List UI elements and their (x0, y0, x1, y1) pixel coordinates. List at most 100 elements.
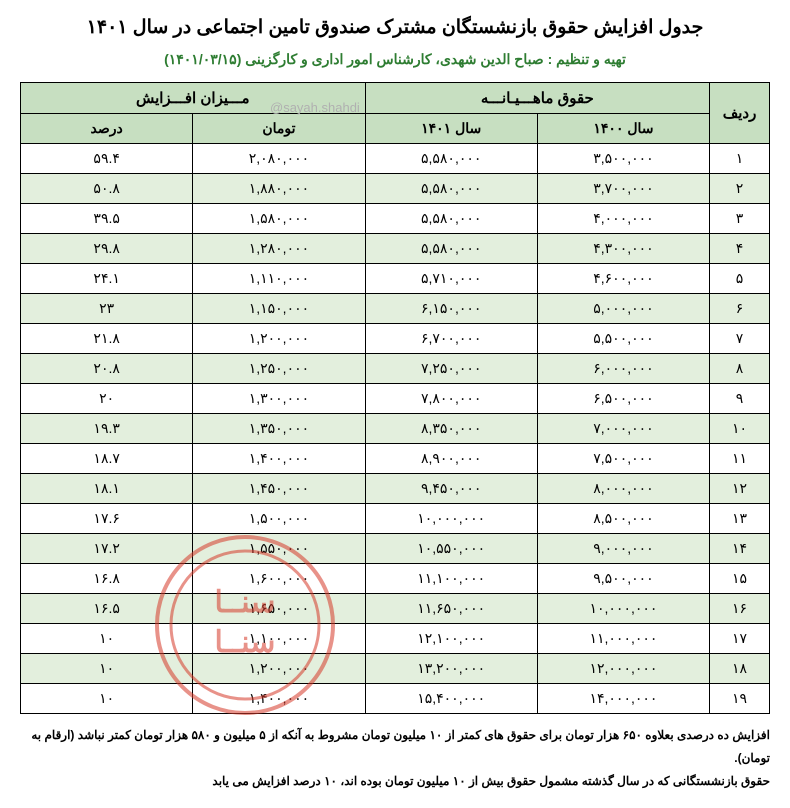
cell-y1401: ۵,۵۸۰,۰۰۰ (365, 204, 537, 234)
cell-y1400: ۸,۵۰۰,۰۰۰ (537, 504, 709, 534)
cell-percent: ۱۶.۵ (21, 594, 193, 624)
cell-percent: ۱۰ (21, 684, 193, 714)
table-row: ۹۶,۵۰۰,۰۰۰۷,۸۰۰,۰۰۰۱,۳۰۰,۰۰۰۲۰ (21, 384, 770, 414)
th-y1401: سال ۱۴۰۱ (365, 114, 537, 144)
cell-row-number: ۱۸ (710, 654, 770, 684)
th-percent: درصد (21, 114, 193, 144)
cell-row-number: ۶ (710, 294, 770, 324)
cell-y1400: ۵,۵۰۰,۰۰۰ (537, 324, 709, 354)
cell-y1401: ۷,۲۵۰,۰۰۰ (365, 354, 537, 384)
cell-row-number: ۱۹ (710, 684, 770, 714)
cell-y1400: ۱۴,۰۰۰,۰۰۰ (537, 684, 709, 714)
cell-toman: ۱,۲۰۰,۰۰۰ (193, 654, 365, 684)
cell-percent: ۵۹.۴ (21, 144, 193, 174)
table-row: ۱۰۷,۰۰۰,۰۰۰۸,۳۵۰,۰۰۰۱,۳۵۰,۰۰۰۱۹.۳ (21, 414, 770, 444)
footnote-1: افزایش ده درصدی بعلاوه ۶۵۰ هزار تومان بر… (20, 724, 770, 770)
cell-row-number: ۱۶ (710, 594, 770, 624)
cell-y1401: ۱۰,۰۰۰,۰۰۰ (365, 504, 537, 534)
cell-y1401: ۱۵,۴۰۰,۰۰۰ (365, 684, 537, 714)
table-row: ۱۸۱۲,۰۰۰,۰۰۰۱۳,۲۰۰,۰۰۰۱,۲۰۰,۰۰۰۱۰ (21, 654, 770, 684)
table-row: ۳۴,۰۰۰,۰۰۰۵,۵۸۰,۰۰۰۱,۵۸۰,۰۰۰۳۹.۵ (21, 204, 770, 234)
table-row: ۱۱۷,۵۰۰,۰۰۰۸,۹۰۰,۰۰۰۱,۴۰۰,۰۰۰۱۸.۷ (21, 444, 770, 474)
cell-toman: ۲,۰۸۰,۰۰۰ (193, 144, 365, 174)
cell-percent: ۱۰ (21, 654, 193, 684)
cell-row-number: ۲ (710, 174, 770, 204)
table-row: ۱۳۸,۵۰۰,۰۰۰۱۰,۰۰۰,۰۰۰۱,۵۰۰,۰۰۰۱۷.۶ (21, 504, 770, 534)
cell-y1401: ۸,۳۵۰,۰۰۰ (365, 414, 537, 444)
cell-y1400: ۱۱,۰۰۰,۰۰۰ (537, 624, 709, 654)
cell-row-number: ۱۱ (710, 444, 770, 474)
cell-toman: ۱,۲۸۰,۰۰۰ (193, 234, 365, 264)
table-row: ۱۹۱۴,۰۰۰,۰۰۰۱۵,۴۰۰,۰۰۰۱,۴۰۰,۰۰۰۱۰ (21, 684, 770, 714)
cell-toman: ۱,۵۸۰,۰۰۰ (193, 204, 365, 234)
footnote-2: حقوق بازنشستگانی که در سال گذشته مشمول ح… (20, 770, 770, 793)
cell-percent: ۱۷.۶ (21, 504, 193, 534)
cell-toman: ۱,۱۱۰,۰۰۰ (193, 264, 365, 294)
cell-toman: ۱,۴۰۰,۰۰۰ (193, 684, 365, 714)
cell-percent: ۲۳ (21, 294, 193, 324)
cell-percent: ۵۰.۸ (21, 174, 193, 204)
cell-y1400: ۶,۰۰۰,۰۰۰ (537, 354, 709, 384)
cell-percent: ۲۱.۸ (21, 324, 193, 354)
cell-percent: ۲۰.۸ (21, 354, 193, 384)
cell-y1400: ۳,۵۰۰,۰۰۰ (537, 144, 709, 174)
cell-y1401: ۱۱,۶۵۰,۰۰۰ (365, 594, 537, 624)
cell-y1400: ۶,۵۰۰,۰۰۰ (537, 384, 709, 414)
cell-toman: ۱,۳۵۰,۰۰۰ (193, 414, 365, 444)
cell-percent: ۲۰ (21, 384, 193, 414)
table-row: ۶۵,۰۰۰,۰۰۰۶,۱۵۰,۰۰۰۱,۱۵۰,۰۰۰۲۳ (21, 294, 770, 324)
table-row: ۱۶۱۰,۰۰۰,۰۰۰۱۱,۶۵۰,۰۰۰۱,۶۵۰,۰۰۰۱۶.۵ (21, 594, 770, 624)
cell-row-number: ۱۷ (710, 624, 770, 654)
th-increase: مـــیزان افـــزایش (21, 83, 366, 114)
th-monthly-salary: حقوق ماهـــیـانـــه (365, 83, 710, 114)
table-row: ۲۳,۷۰۰,۰۰۰۵,۵۸۰,۰۰۰۱,۸۸۰,۰۰۰۵۰.۸ (21, 174, 770, 204)
cell-y1401: ۷,۸۰۰,۰۰۰ (365, 384, 537, 414)
cell-toman: ۱,۶۰۰,۰۰۰ (193, 564, 365, 594)
cell-y1401: ۹,۴۵۰,۰۰۰ (365, 474, 537, 504)
th-row: ردیف (710, 83, 770, 144)
th-toman: تومان (193, 114, 365, 144)
cell-toman: ۱,۵۰۰,۰۰۰ (193, 504, 365, 534)
table-row: ۱۷۱۱,۰۰۰,۰۰۰۱۲,۱۰۰,۰۰۰۱,۱۰۰,۰۰۰۱۰ (21, 624, 770, 654)
cell-y1400: ۷,۵۰۰,۰۰۰ (537, 444, 709, 474)
cell-row-number: ۷ (710, 324, 770, 354)
table-row: ۵۴,۶۰۰,۰۰۰۵,۷۱۰,۰۰۰۱,۱۱۰,۰۰۰۲۴.۱ (21, 264, 770, 294)
cell-row-number: ۱ (710, 144, 770, 174)
cell-y1401: ۶,۱۵۰,۰۰۰ (365, 294, 537, 324)
cell-row-number: ۹ (710, 384, 770, 414)
table-row: ۷۵,۵۰۰,۰۰۰۶,۷۰۰,۰۰۰۱,۲۰۰,۰۰۰۲۱.۸ (21, 324, 770, 354)
table-row: ۴۴,۳۰۰,۰۰۰۵,۵۸۰,۰۰۰۱,۲۸۰,۰۰۰۲۹.۸ (21, 234, 770, 264)
cell-y1400: ۴,۶۰۰,۰۰۰ (537, 264, 709, 294)
cell-toman: ۱,۱۵۰,۰۰۰ (193, 294, 365, 324)
cell-y1400: ۹,۰۰۰,۰۰۰ (537, 534, 709, 564)
cell-y1401: ۱۲,۱۰۰,۰۰۰ (365, 624, 537, 654)
cell-percent: ۳۹.۵ (21, 204, 193, 234)
cell-row-number: ۱۴ (710, 534, 770, 564)
cell-toman: ۱,۴۰۰,۰۰۰ (193, 444, 365, 474)
cell-toman: ۱,۱۰۰,۰۰۰ (193, 624, 365, 654)
cell-y1400: ۸,۰۰۰,۰۰۰ (537, 474, 709, 504)
cell-y1400: ۱۰,۰۰۰,۰۰۰ (537, 594, 709, 624)
cell-y1400: ۴,۰۰۰,۰۰۰ (537, 204, 709, 234)
cell-y1401: ۱۰,۵۵۰,۰۰۰ (365, 534, 537, 564)
cell-toman: ۱,۵۵۰,۰۰۰ (193, 534, 365, 564)
cell-toman: ۱,۳۰۰,۰۰۰ (193, 384, 365, 414)
salary-table: ردیف حقوق ماهـــیـانـــه مـــیزان افـــز… (20, 82, 770, 714)
cell-y1401: ۱۳,۲۰۰,۰۰۰ (365, 654, 537, 684)
cell-row-number: ۳ (710, 204, 770, 234)
cell-percent: ۱۸.۷ (21, 444, 193, 474)
cell-percent: ۱۷.۲ (21, 534, 193, 564)
cell-toman: ۱,۶۵۰,۰۰۰ (193, 594, 365, 624)
cell-row-number: ۱۵ (710, 564, 770, 594)
cell-row-number: ۱۳ (710, 504, 770, 534)
cell-percent: ۱۹.۳ (21, 414, 193, 444)
cell-y1400: ۴,۳۰۰,۰۰۰ (537, 234, 709, 264)
cell-percent: ۱۸.۱ (21, 474, 193, 504)
cell-y1401: ۱۱,۱۰۰,۰۰۰ (365, 564, 537, 594)
cell-y1401: ۵,۷۱۰,۰۰۰ (365, 264, 537, 294)
cell-y1401: ۵,۵۸۰,۰۰۰ (365, 144, 537, 174)
cell-row-number: ۱۰ (710, 414, 770, 444)
cell-y1400: ۷,۰۰۰,۰۰۰ (537, 414, 709, 444)
cell-y1401: ۶,۷۰۰,۰۰۰ (365, 324, 537, 354)
cell-row-number: ۴ (710, 234, 770, 264)
